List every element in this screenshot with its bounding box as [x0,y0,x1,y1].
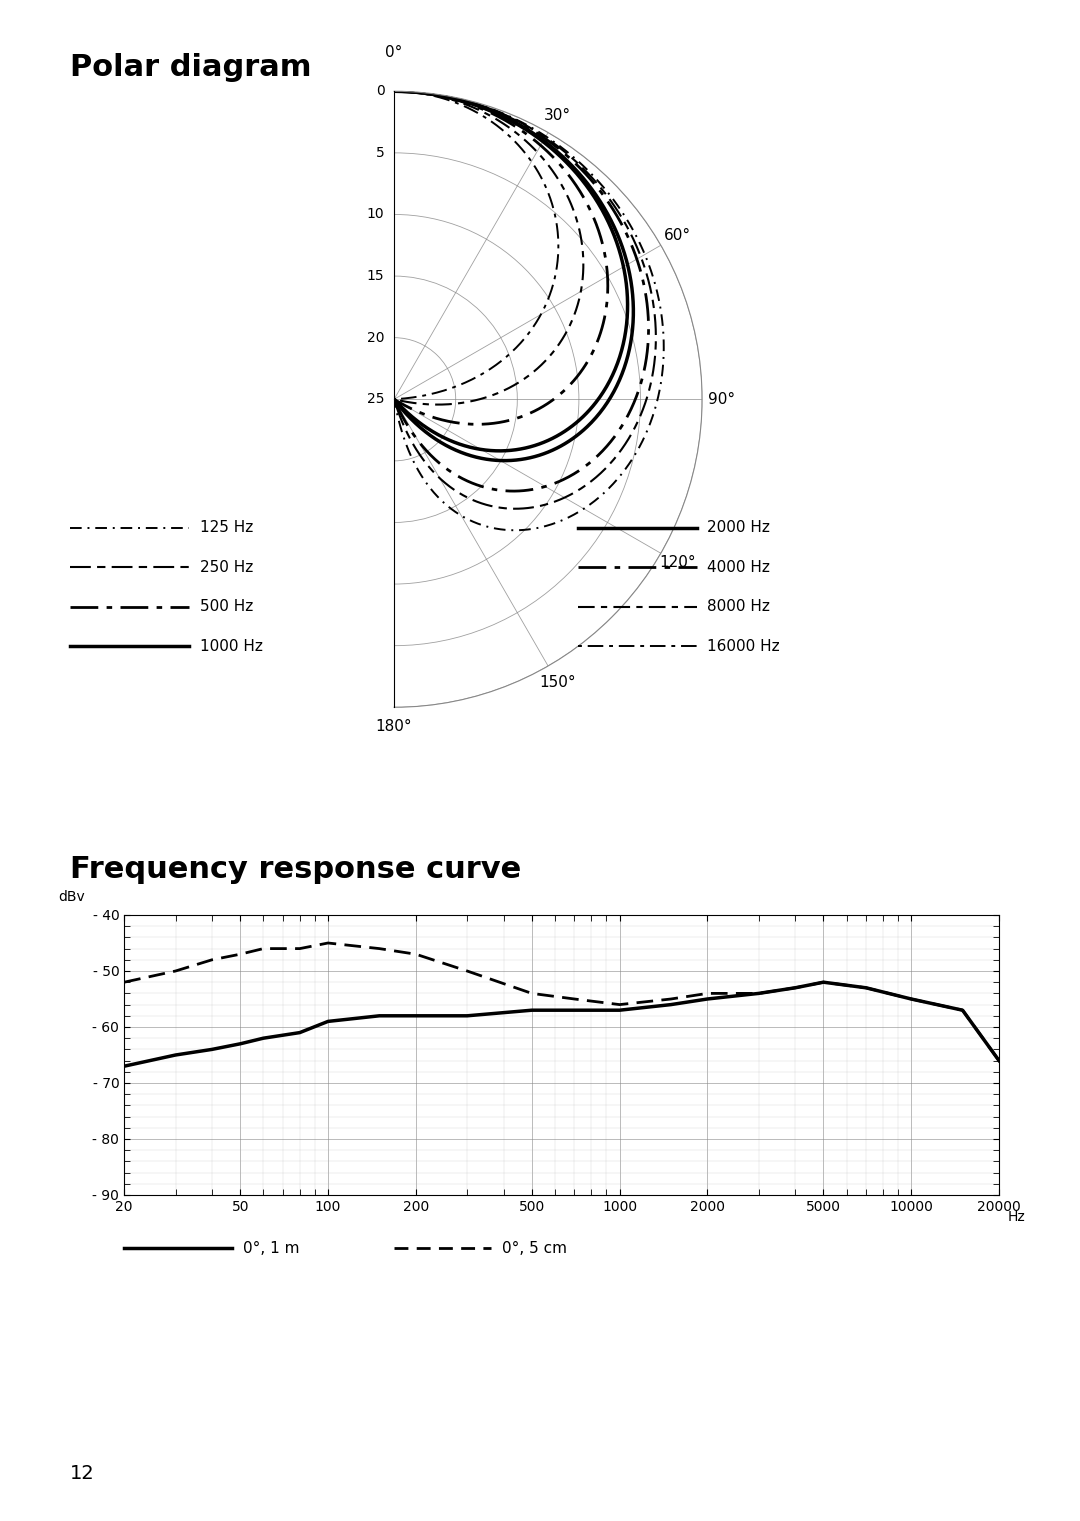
Text: 0°, 1 m: 0°, 1 m [243,1241,299,1256]
Text: 12: 12 [70,1465,95,1483]
Text: 1000 Hz: 1000 Hz [200,639,262,654]
Text: 0°: 0° [386,46,403,61]
Text: Polar diagram: Polar diagram [70,53,312,82]
Text: 4000 Hz: 4000 Hz [707,560,770,575]
Text: 250 Hz: 250 Hz [200,560,253,575]
Text: dBv: dBv [58,890,85,903]
Text: 2000 Hz: 2000 Hz [707,520,770,535]
Text: 500 Hz: 500 Hz [200,599,253,614]
Text: Frequency response curve: Frequency response curve [70,855,522,884]
Text: 8000 Hz: 8000 Hz [707,599,770,614]
Text: 0°, 5 cm: 0°, 5 cm [502,1241,567,1256]
Text: Hz: Hz [1008,1211,1026,1224]
Text: 16000 Hz: 16000 Hz [707,639,780,654]
Text: 125 Hz: 125 Hz [200,520,253,535]
